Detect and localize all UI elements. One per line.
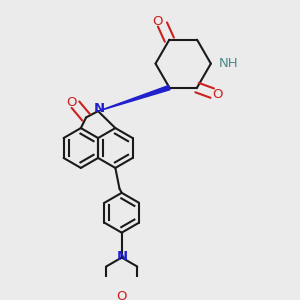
Text: N: N [116,250,128,263]
Polygon shape [98,85,170,111]
Text: O: O [212,88,223,101]
Text: O: O [152,15,163,28]
Text: O: O [66,96,76,109]
Text: N: N [93,102,104,116]
Text: NH: NH [219,57,238,70]
Text: O: O [116,290,127,300]
